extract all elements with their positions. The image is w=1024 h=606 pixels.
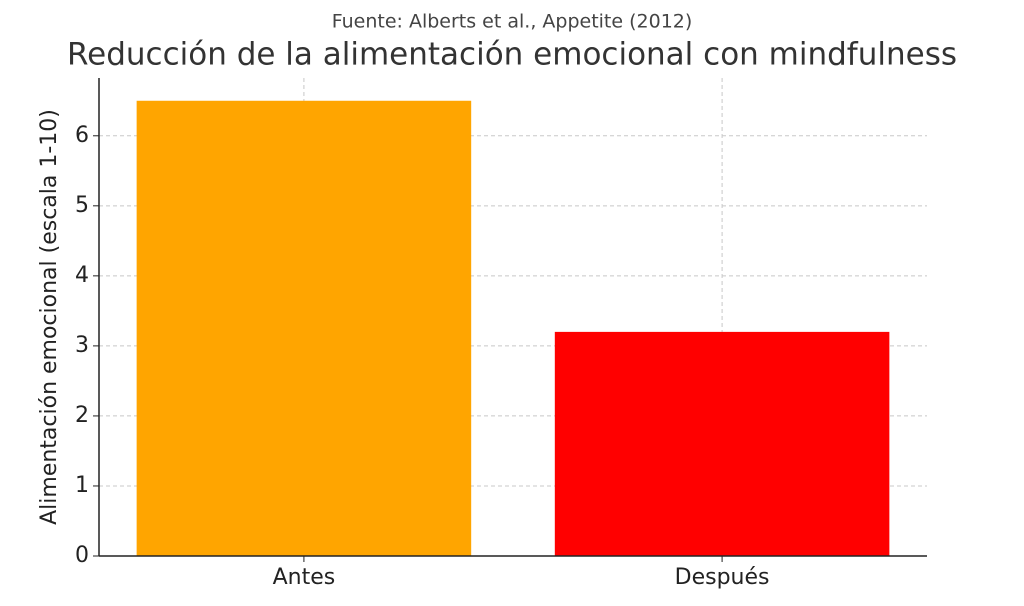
chart-subtitle: Fuente: Alberts et al., Appetite (2012): [332, 11, 693, 33]
y-tick-label: 3: [75, 333, 89, 358]
x-tick-label: Antes: [273, 565, 336, 590]
x-tick-label: Después: [675, 565, 770, 590]
bar: [554, 331, 890, 556]
y-tick-label: 0: [75, 543, 89, 568]
y-tick-label: 1: [75, 473, 89, 498]
y-tick-label: 4: [75, 263, 89, 288]
y-tick-label: 6: [75, 123, 89, 148]
y-tick-label: 2: [75, 403, 89, 428]
bar: [136, 100, 472, 556]
y-axis-label: Alimentación emocional (escala 1-10): [37, 109, 62, 525]
chart-title: Reducción de la alimentación emocional c…: [67, 37, 957, 73]
y-tick-label: 5: [75, 193, 89, 218]
